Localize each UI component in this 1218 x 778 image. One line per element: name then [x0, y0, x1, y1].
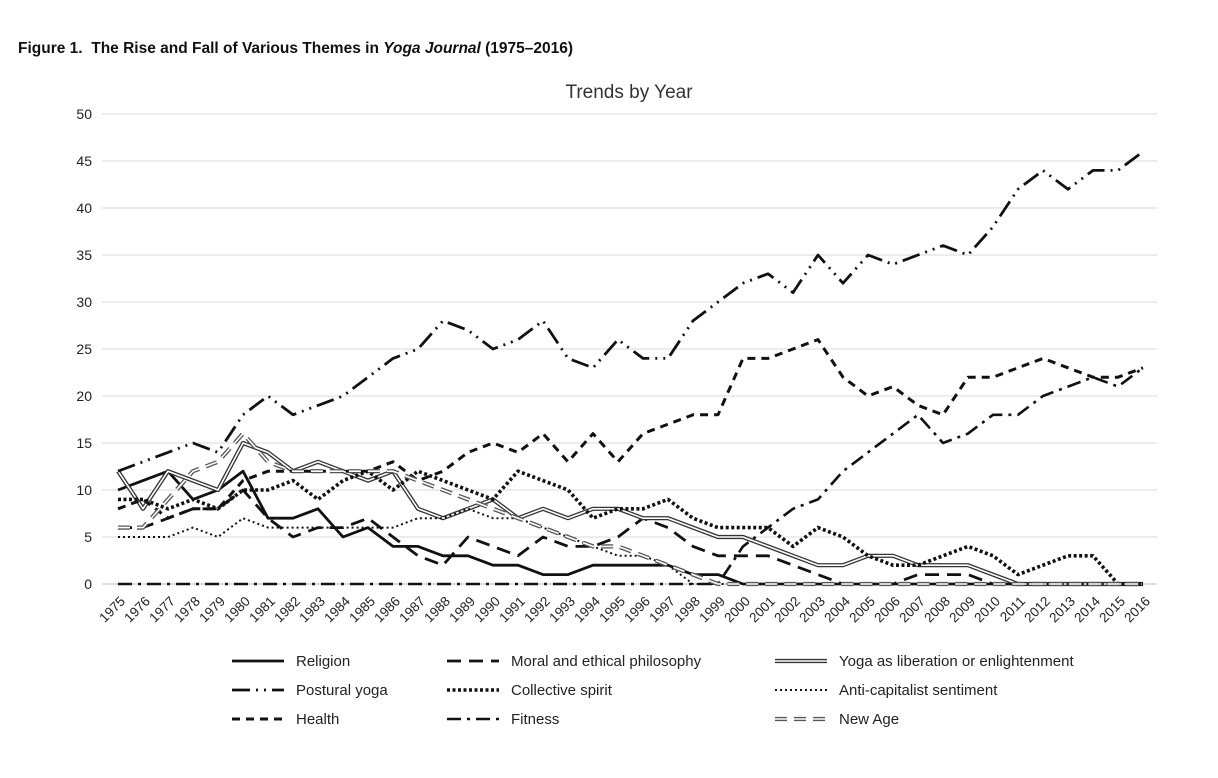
- x-tick-label: 2008: [921, 594, 953, 626]
- x-tick-label: 2012: [1021, 594, 1053, 626]
- x-tick-label: 1997: [646, 594, 678, 626]
- y-tick-label: 50: [76, 106, 92, 122]
- x-tick-label: 2001: [746, 594, 778, 626]
- x-tick-label: 2010: [971, 594, 1003, 626]
- figure-title-suffix: (1975–2016): [480, 40, 574, 57]
- x-tick-label: 1981: [246, 594, 278, 626]
- y-tick-label: 25: [76, 341, 92, 357]
- figure-title-italic: Yoga Journal: [383, 40, 481, 57]
- x-tick-label: 2016: [1121, 594, 1153, 626]
- series-line: [118, 488, 1143, 586]
- x-tick-label: 2005: [846, 594, 878, 626]
- figure-title-prefix: The Rise and Fall of Various Themes in: [91, 40, 384, 57]
- series-line: [118, 431, 1143, 587]
- x-tick-label: 1999: [696, 594, 728, 626]
- x-tick-label: 2013: [1046, 594, 1078, 626]
- legend-label: Religion: [296, 653, 350, 670]
- x-tick-label: 2011: [997, 594, 1028, 625]
- legend-item: Religion: [232, 653, 350, 670]
- y-tick-label: 5: [84, 529, 92, 545]
- series-line: [118, 469, 1143, 586]
- legend-label: Postural yoga: [296, 682, 388, 699]
- x-tick-label: 1976: [121, 594, 153, 626]
- x-tick-label: 2000: [721, 594, 753, 626]
- y-tick-label: 0: [84, 576, 92, 592]
- x-tick-label: 1978: [171, 594, 203, 626]
- series-path: [117, 442, 1143, 585]
- x-tick-label: 2003: [796, 594, 828, 626]
- y-tick-label: 20: [76, 388, 92, 404]
- x-tick-label: 1990: [471, 594, 503, 626]
- series-path: [118, 366, 1144, 586]
- x-tick-label: 1986: [371, 594, 403, 626]
- legend-label: New Age: [839, 711, 899, 728]
- y-tick-label: 40: [76, 200, 92, 216]
- y-tick-label: 10: [76, 482, 92, 498]
- figure-caption: Figure 1. The Rise and Fall of Various T…: [18, 40, 573, 58]
- x-tick-label: 2009: [946, 594, 978, 626]
- legend-item: Postural yoga: [232, 682, 388, 699]
- legend-item: Moral and ethical philosophy: [447, 653, 702, 670]
- series-path: [118, 469, 1143, 586]
- series-path: [117, 150, 1144, 473]
- x-tick-label: 1979: [196, 594, 228, 626]
- x-tick-label: 1994: [571, 593, 603, 625]
- legend-label: Yoga as liberation or enlightenment: [839, 653, 1074, 670]
- x-tick-label: 2004: [821, 593, 853, 625]
- y-axis: 0 5 10 15 20 25 30 35 40 45 50: [76, 106, 92, 592]
- legend-item: Fitness: [447, 711, 559, 728]
- y-tick-label: 15: [76, 435, 92, 451]
- legend-label: Health: [296, 711, 339, 728]
- x-tick-label: 1992: [521, 594, 553, 626]
- x-tick-label: 2002: [771, 594, 803, 626]
- x-tick-label: 1995: [596, 594, 628, 626]
- figure-label: Figure 1.: [18, 40, 83, 57]
- legend-label: Fitness: [511, 711, 559, 728]
- x-tick-label: 1993: [546, 594, 578, 626]
- chart-title: Trends by Year: [565, 82, 693, 103]
- x-tick-label: 1989: [446, 594, 478, 626]
- x-tick-label: 1998: [671, 594, 703, 626]
- legend-item: Collective spirit: [447, 682, 613, 699]
- series-line: [117, 150, 1144, 473]
- series-line: [116, 440, 1143, 587]
- series-path: [118, 507, 1143, 585]
- x-tick-label: 2007: [896, 594, 928, 626]
- series-line: [118, 507, 1143, 585]
- series-path: [118, 432, 1143, 585]
- x-tick-label: 1980: [221, 594, 253, 626]
- x-tick-label: 1996: [621, 594, 653, 626]
- series-path: [117, 338, 1144, 520]
- x-tick-label: 1983: [296, 594, 328, 626]
- x-axis: 1975197619771978197919801981198219831984…: [96, 593, 1153, 625]
- legend-label: Anti-capitalist sentiment: [839, 682, 998, 699]
- legend-item: New Age: [775, 711, 899, 728]
- x-tick-label: 2015: [1096, 594, 1128, 626]
- y-tick-label: 35: [76, 247, 92, 263]
- x-tick-label: 2006: [871, 594, 903, 626]
- x-tick-label: 1975: [96, 594, 128, 626]
- x-tick-label: 1982: [271, 594, 303, 626]
- series-path: [118, 488, 1143, 586]
- x-tick-label: 1988: [421, 594, 453, 626]
- legend: Religion Moral and ethical philosophy Yoga…: [232, 653, 1074, 728]
- x-tick-label: 2014: [1071, 593, 1103, 625]
- series-line: [117, 338, 1144, 520]
- y-tick-label: 45: [76, 153, 92, 169]
- y-tick-label: 30: [76, 294, 92, 310]
- x-tick-label: 1991: [496, 594, 528, 626]
- series-lines: [116, 150, 1144, 587]
- x-tick-label: 1984: [321, 593, 353, 625]
- legend-item: Health: [232, 711, 339, 728]
- series-line: [118, 366, 1144, 586]
- legend-label: Moral and ethical philosophy: [511, 653, 702, 670]
- x-tick-label: 1987: [396, 594, 428, 626]
- legend-item: Anti-capitalist sentiment: [775, 682, 998, 699]
- legend-item: Yoga as liberation or enlightenment: [775, 653, 1074, 670]
- legend-label: Collective spirit: [511, 682, 613, 699]
- gridlines: [102, 113, 1157, 585]
- x-tick-label: 1985: [346, 594, 378, 626]
- x-tick-label: 1977: [146, 594, 178, 626]
